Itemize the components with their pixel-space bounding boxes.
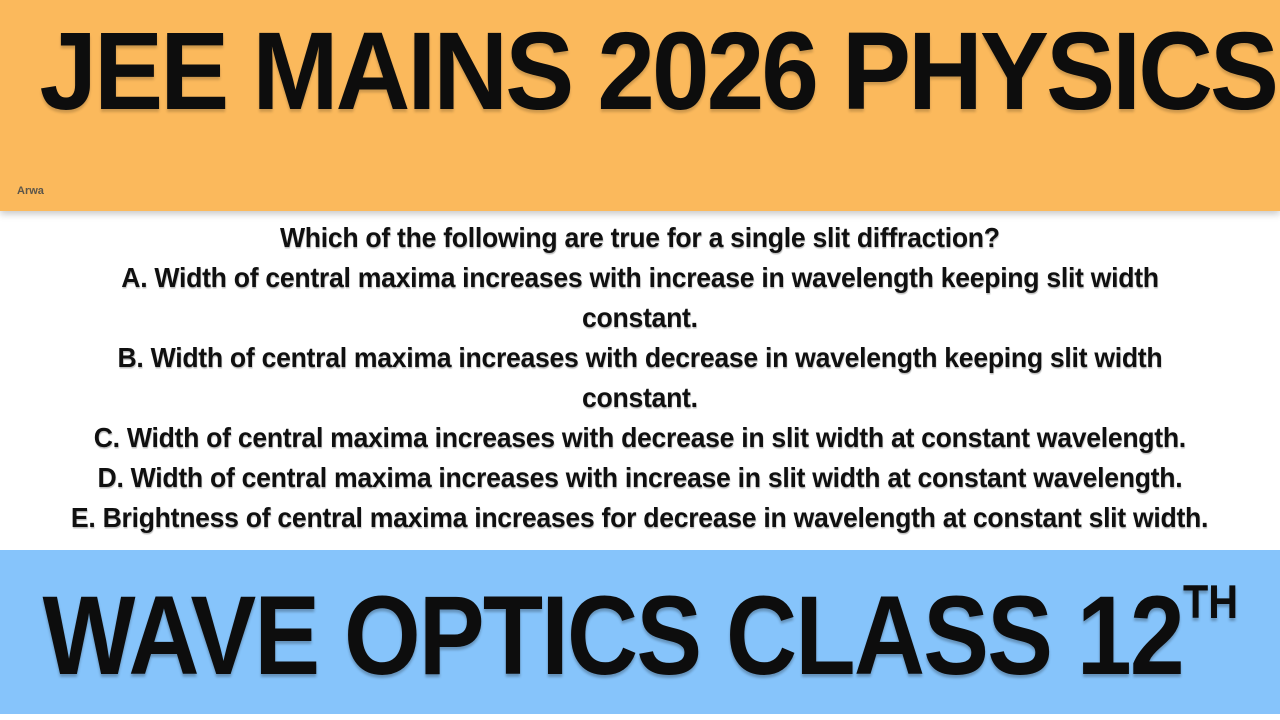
question-option-line-c: C. Width of central maxima increases wit… (93, 422, 1187, 453)
footer-title-superscript: TH (1182, 574, 1238, 628)
question-option-line-e: E. Brightness of central maxima increase… (71, 502, 1209, 533)
page-title: JEE MAINS 2026 PHYSICS (0, 10, 1280, 133)
question-option-line-a: A. Width of central maxima increases wit… (121, 262, 1159, 293)
footer-title-text: WAVE OPTICS CLASS 12 (42, 572, 1184, 698)
footer-banner: WAVE OPTICS CLASS 12TH (0, 550, 1280, 714)
page-title-text: JEE MAINS 2026 PHYSICS (39, 10, 1279, 133)
question-option-line-a-wrap: constant. (582, 302, 698, 333)
question-option-line-d: D. Width of central maxima increases wit… (97, 462, 1183, 493)
question-option-line-b: B. Width of central maxima increases wit… (117, 342, 1163, 373)
footer-title: WAVE OPTICS CLASS 12TH (42, 571, 1238, 700)
watermark-label: Arwa (17, 185, 44, 197)
header-banner: JEE MAINS 2026 PHYSICS Arwa (0, 0, 1280, 211)
question-prompt: Which of the following are true for a si… (280, 222, 1000, 253)
question-option-line-b-wrap: constant. (582, 382, 698, 413)
question-block: Which of the following are true for a si… (0, 218, 1280, 538)
